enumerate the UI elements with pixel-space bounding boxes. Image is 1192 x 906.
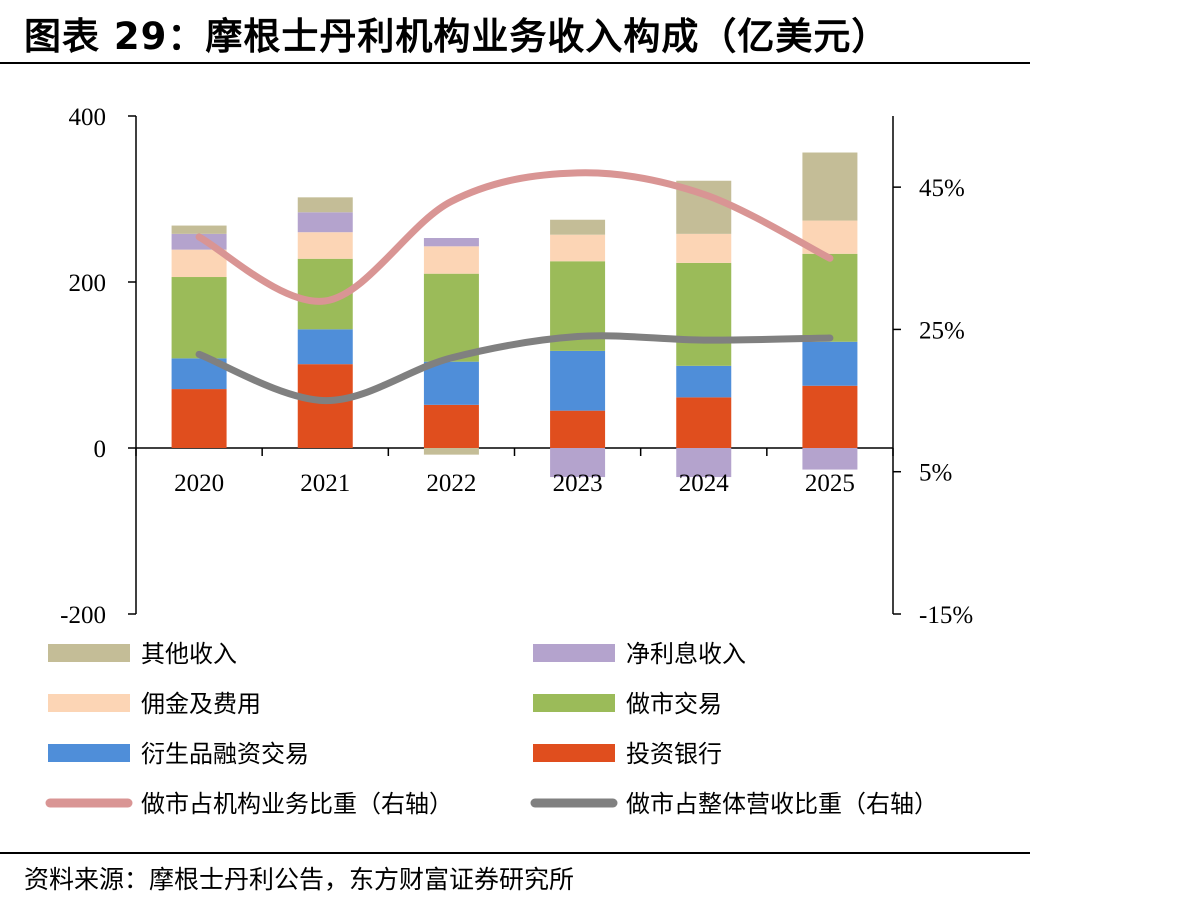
bar-segment <box>423 246 479 274</box>
legend-label: 佣金及费用 <box>141 690 261 718</box>
bar-segment <box>297 364 353 448</box>
left-tick-label: 400 <box>69 104 107 131</box>
legend-label: 投资银行 <box>626 740 722 768</box>
bars <box>171 152 858 478</box>
bar-segment <box>423 361 479 405</box>
bar-segment <box>297 232 353 259</box>
axes: -200 0 200 400 -15% 5% 25% 45% <box>60 104 973 629</box>
series-line <box>195 169 834 305</box>
bar-segment <box>297 212 353 233</box>
legend-label: 其他收入 <box>141 640 237 668</box>
legend-swatch <box>533 694 615 712</box>
right-tick-label: 25% <box>919 317 965 344</box>
bar-segment <box>297 197 353 213</box>
bar-segment <box>676 262 732 366</box>
bar-segment <box>802 448 858 470</box>
bar-segment <box>802 152 858 221</box>
bar-segment <box>297 329 353 365</box>
bar-segment <box>550 350 606 411</box>
legend-swatch <box>48 694 130 712</box>
left-tick-label: 200 <box>69 270 107 297</box>
category-label: 2020 <box>174 470 224 497</box>
bar-segment <box>423 238 479 247</box>
bar-segment <box>423 404 479 448</box>
left-tick-label: -200 <box>60 602 106 629</box>
category-label: 2023 <box>553 470 603 497</box>
legend-label: 做市占整体营收比重（右轴） <box>626 790 938 818</box>
bar-segment <box>550 410 606 448</box>
bar-segment <box>550 219 606 235</box>
left-tick-label: 0 <box>94 436 107 463</box>
source-note: 资料来源：摩根士丹利公告，东方财富证券研究所 <box>24 865 575 894</box>
legend-swatch <box>533 644 615 662</box>
bar-segment <box>550 234 606 262</box>
legend-label: 做市交易 <box>626 690 722 718</box>
bottom-rule <box>0 852 1030 854</box>
bar-segment <box>676 397 732 448</box>
category-label: 2024 <box>679 470 730 497</box>
legend-label: 净利息收入 <box>626 640 746 668</box>
bar-segment <box>550 448 606 478</box>
category-label: 2021 <box>300 470 350 497</box>
top-rule <box>0 62 1030 64</box>
chart-title: 图表 29：摩根士丹利机构业务收入构成（亿美元） <box>24 15 890 58</box>
bar-segment <box>171 389 227 448</box>
legend-swatch <box>48 744 130 762</box>
right-tick-label: 5% <box>919 460 952 487</box>
right-tick-label: 45% <box>919 175 965 202</box>
bar-segment <box>802 253 858 342</box>
series-line <box>195 332 834 405</box>
bar-segment <box>676 365 732 398</box>
bar-segment <box>676 233 732 263</box>
bar-segment <box>802 341 858 386</box>
bar-segment <box>423 448 479 455</box>
category-labels: 2020 2021 2022 2023 2024 2025 <box>174 470 855 497</box>
legend-label: 衍生品融资交易 <box>141 740 309 768</box>
bar-segment <box>171 225 227 234</box>
legend-swatch <box>48 644 130 662</box>
lines <box>195 169 834 405</box>
bar-segment <box>171 277 227 359</box>
bar-segment <box>676 448 732 478</box>
bar-segment <box>171 249 227 278</box>
right-tick-label: -15% <box>919 602 973 629</box>
legend-label: 做市占机构业务比重（右轴） <box>141 790 453 818</box>
category-label: 2025 <box>805 470 855 497</box>
category-label: 2022 <box>426 470 476 497</box>
bar-segment <box>802 385 858 448</box>
legend-swatch <box>533 744 615 762</box>
bar-segment <box>423 273 479 362</box>
